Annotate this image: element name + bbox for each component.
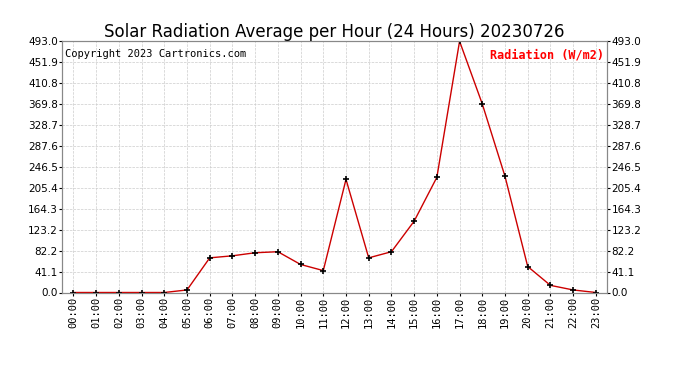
Title: Solar Radiation Average per Hour (24 Hours) 20230726: Solar Radiation Average per Hour (24 Hou… [104, 23, 565, 41]
Text: Radiation (W/m2): Radiation (W/m2) [491, 49, 604, 62]
Text: Copyright 2023 Cartronics.com: Copyright 2023 Cartronics.com [65, 49, 246, 59]
